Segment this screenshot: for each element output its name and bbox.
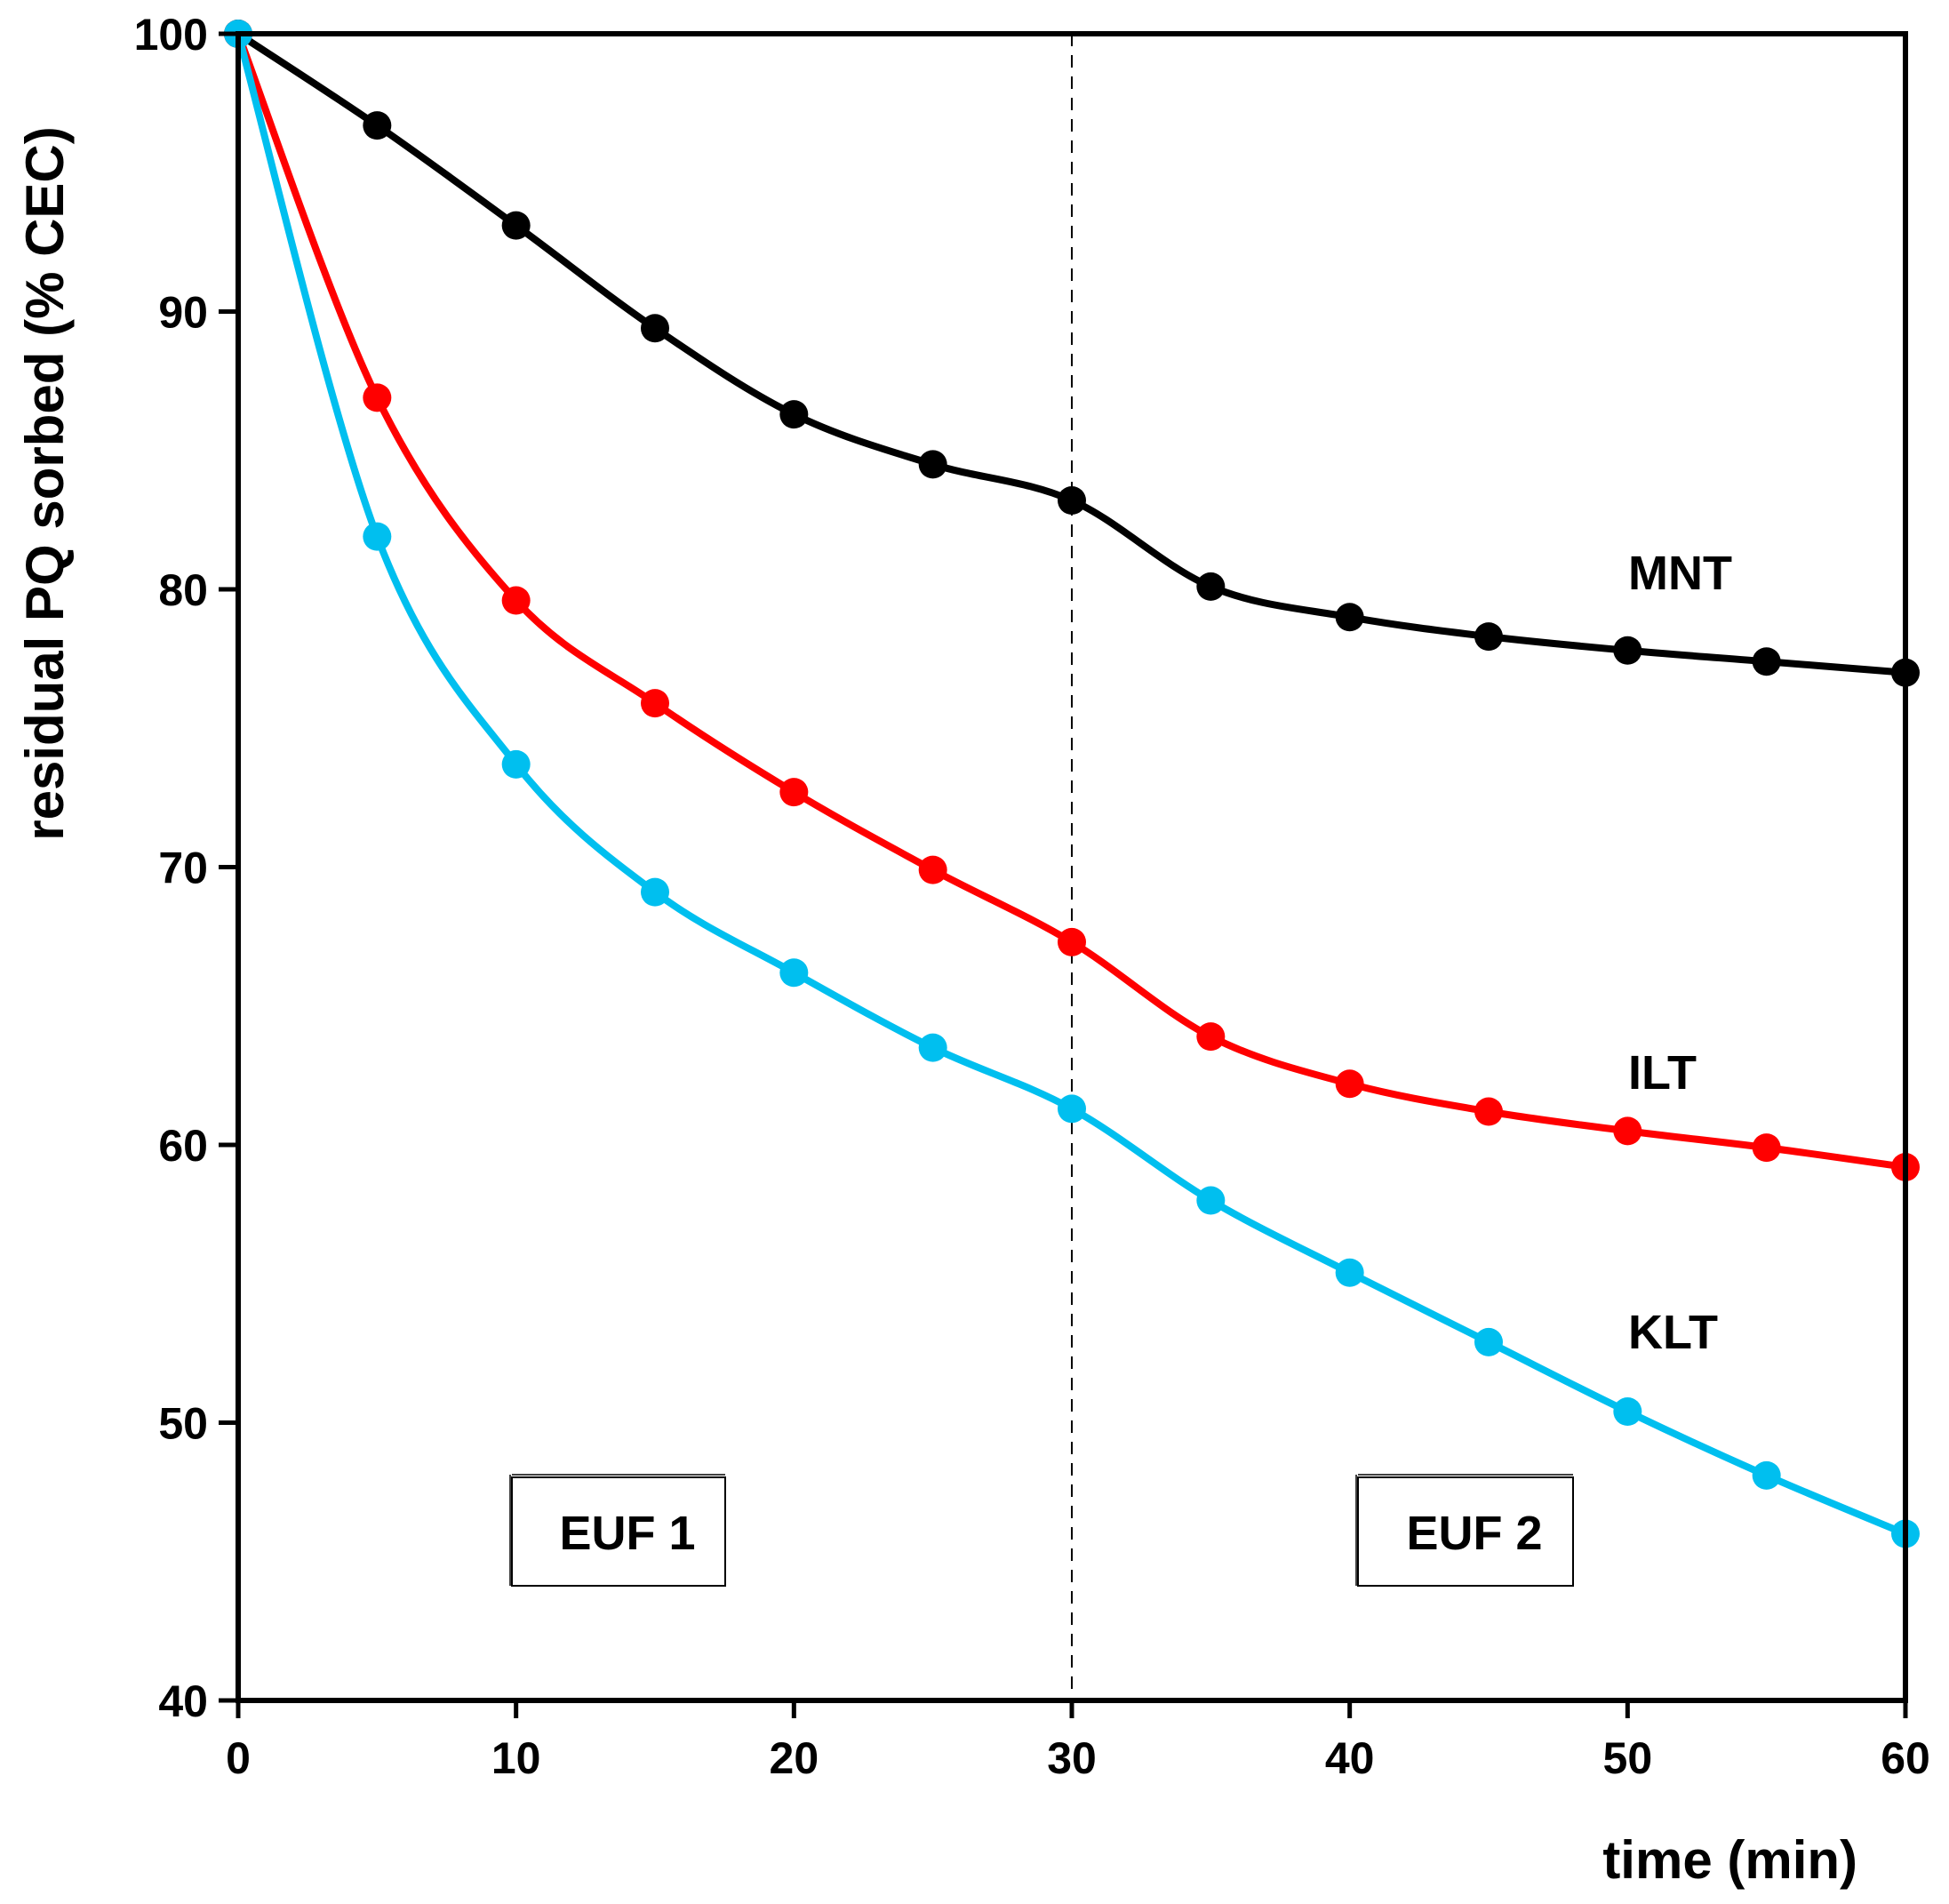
data-point-mnt	[779, 400, 809, 429]
series-line-ilt	[235, 30, 1909, 1171]
annotation-layer: EUF 1 EUF 2	[509, 1474, 1574, 1587]
x-tick-label: 20	[770, 1733, 819, 1783]
data-point-ilt	[779, 778, 809, 807]
data-point-mnt	[1613, 636, 1642, 665]
data-point-klt	[779, 958, 809, 988]
series-label-klt: KLT	[1628, 1306, 1718, 1359]
series-label-ilt: ILT	[1628, 1046, 1697, 1100]
data-point-klt	[501, 749, 531, 779]
x-tick-label: 10	[491, 1733, 541, 1783]
data-point-klt	[363, 522, 392, 551]
series-layer	[224, 20, 1920, 1548]
y-tick-label: 40	[158, 1676, 208, 1726]
data-point-mnt	[501, 211, 531, 240]
data-point-ilt	[1058, 927, 1086, 956]
y-tick-label: 50	[158, 1399, 208, 1449]
annotation-label: EUF 2	[1406, 1507, 1542, 1560]
data-point-ilt	[501, 586, 531, 615]
data-point-klt	[1474, 1327, 1503, 1356]
data-point-klt	[1335, 1258, 1364, 1287]
y-tick-label: 80	[158, 565, 208, 615]
y-tick-label: 90	[158, 288, 208, 338]
data-point-ilt	[1335, 1069, 1364, 1099]
series-line-klt	[235, 30, 1909, 1538]
data-point-klt	[1752, 1460, 1781, 1490]
data-point-mnt	[918, 450, 947, 479]
data-point-mnt	[1196, 572, 1226, 601]
x-tick-label: 30	[1047, 1733, 1097, 1783]
data-point-mnt	[1474, 622, 1503, 652]
x-tick-label: 40	[1325, 1733, 1375, 1783]
annotation-box	[511, 1476, 726, 1587]
data-point-mnt	[363, 111, 392, 140]
x-tick-label: 60	[1881, 1733, 1930, 1783]
data-point-ilt	[1613, 1116, 1642, 1146]
y-tick-label: 70	[158, 844, 208, 893]
annotation-label: EUF 1	[559, 1507, 695, 1560]
data-point-klt	[918, 1033, 947, 1062]
x-tick-label: 0	[226, 1733, 251, 1783]
data-point-ilt	[641, 689, 669, 718]
data-point-ilt	[1196, 1022, 1226, 1052]
data-point-klt	[1613, 1397, 1642, 1426]
data-point-mnt	[1058, 486, 1086, 515]
data-point-mnt	[1335, 603, 1364, 632]
data-point-ilt	[918, 855, 947, 884]
data-point-mnt	[1752, 647, 1781, 676]
x-tick-label: 50	[1603, 1733, 1653, 1783]
data-point-ilt	[1752, 1133, 1781, 1163]
data-point-ilt	[1474, 1097, 1503, 1126]
data-point-mnt	[641, 314, 669, 343]
y-tick-label: 60	[158, 1121, 208, 1171]
series-label-mnt: MNT	[1628, 547, 1732, 600]
data-point-klt	[1058, 1094, 1086, 1124]
y-tick-label: 100	[134, 10, 208, 60]
data-point-ilt	[363, 383, 392, 412]
axes: 0 10 20 30 40 50 60 40 50 60 70 80 90 100 time (min) re…	[15, 10, 1930, 1890]
labels: MNT ILT KLT	[1628, 547, 1732, 1359]
y-axis-title: residual PQ sorbed (% CEC)	[15, 126, 75, 841]
data-point-klt	[641, 877, 669, 907]
x-axis-title: time (min)	[1602, 1830, 1857, 1890]
annotation-box	[1357, 1476, 1574, 1587]
data-point-klt	[1196, 1186, 1226, 1215]
